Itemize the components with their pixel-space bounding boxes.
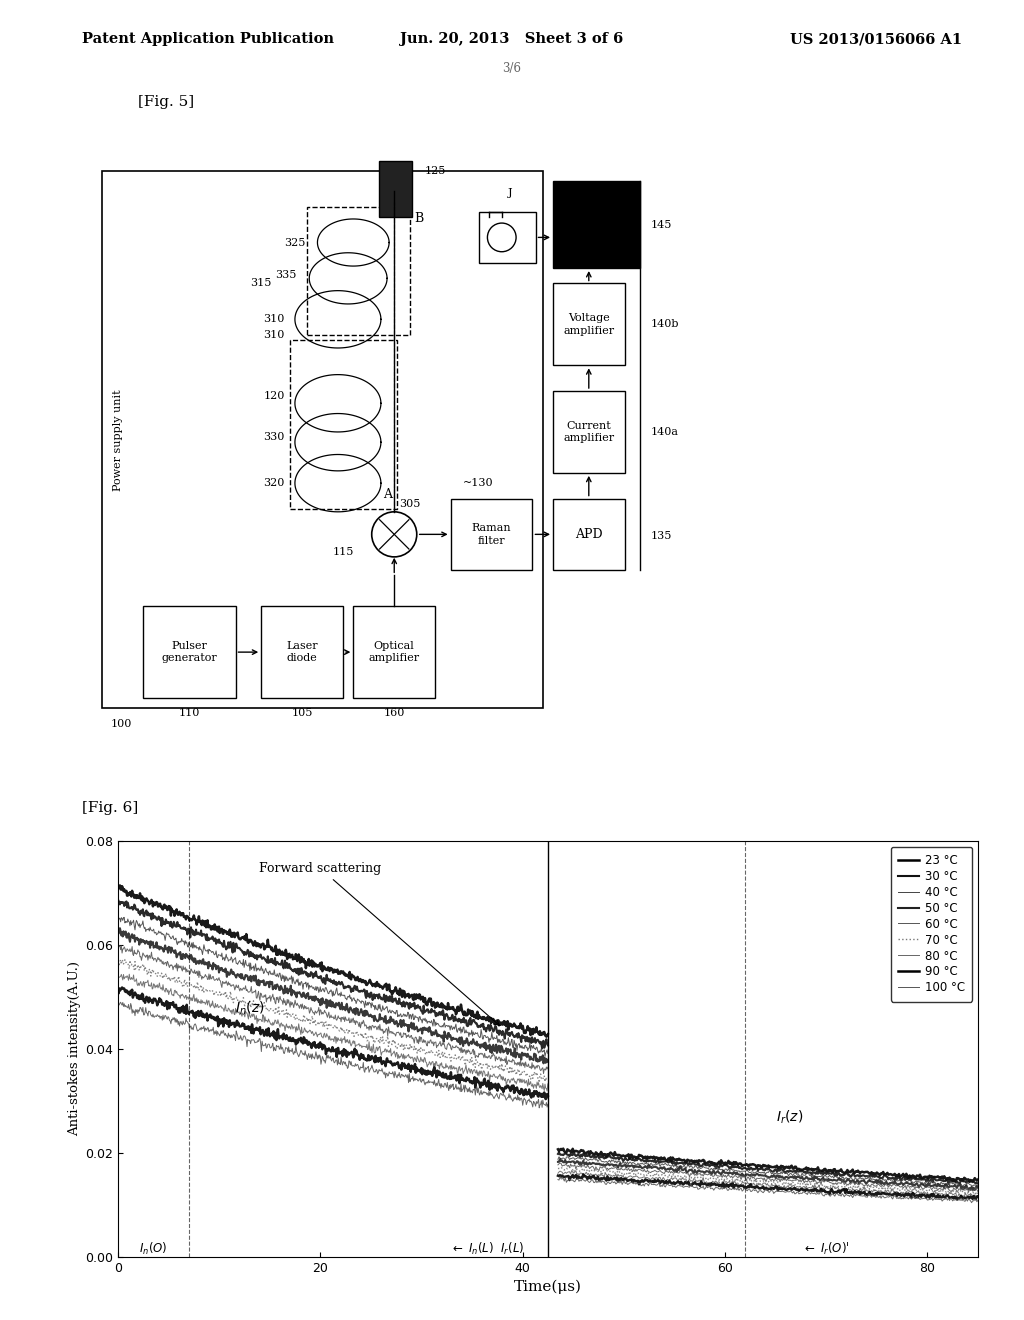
Text: US 2013/0156066 A1: US 2013/0156066 A1 bbox=[791, 32, 963, 46]
Text: Forward scattering: Forward scattering bbox=[259, 862, 500, 1026]
Text: 310: 310 bbox=[263, 314, 285, 325]
Text: B: B bbox=[415, 211, 424, 224]
Text: A: A bbox=[383, 487, 392, 500]
Text: 335: 335 bbox=[275, 271, 297, 280]
Bar bbox=[553, 391, 625, 473]
Text: Jun. 20, 2013   Sheet 3 of 6: Jun. 20, 2013 Sheet 3 of 6 bbox=[400, 32, 624, 46]
Bar bbox=[261, 606, 343, 698]
Text: 320: 320 bbox=[263, 478, 285, 488]
Text: 325: 325 bbox=[284, 238, 305, 248]
Text: $\leftarrow$ $I_n(L)$  $I_r(L)$: $\leftarrow$ $I_n(L)$ $I_r(L)$ bbox=[450, 1241, 524, 1257]
Bar bbox=[553, 499, 625, 570]
Bar bbox=[451, 499, 532, 570]
Text: 115: 115 bbox=[333, 546, 353, 557]
Text: J: J bbox=[508, 189, 512, 198]
Bar bbox=[479, 211, 536, 263]
Text: [Fig. 5]: [Fig. 5] bbox=[138, 95, 195, 110]
Text: Raman
filter: Raman filter bbox=[472, 523, 511, 545]
Text: $I_n(O)$: $I_n(O)$ bbox=[139, 1241, 167, 1257]
Text: 105: 105 bbox=[292, 709, 312, 718]
Text: Current
amplifier: Current amplifier bbox=[563, 421, 614, 444]
Y-axis label: Anti-stokes intensity(A.U.): Anti-stokes intensity(A.U.) bbox=[68, 961, 81, 1137]
Text: 120: 120 bbox=[263, 391, 285, 401]
Text: $\leftarrow$ $I_r(O)$': $\leftarrow$ $I_r(O)$' bbox=[802, 1241, 850, 1257]
Text: 145: 145 bbox=[650, 220, 672, 230]
Text: $\mathit{I_n(z)}$: $\mathit{I_n(z)}$ bbox=[234, 999, 264, 1016]
Bar bbox=[553, 181, 640, 268]
Text: 310: 310 bbox=[263, 330, 285, 339]
Text: 315: 315 bbox=[250, 279, 271, 289]
Text: 140a: 140a bbox=[650, 426, 678, 437]
Text: 135: 135 bbox=[650, 532, 672, 541]
X-axis label: Time(μs): Time(μs) bbox=[514, 1280, 582, 1295]
Bar bbox=[143, 606, 236, 698]
Text: Pulser
generator: Pulser generator bbox=[162, 642, 217, 664]
Text: 140b: 140b bbox=[650, 319, 679, 330]
Text: 125: 125 bbox=[425, 166, 446, 176]
Text: ~130: ~130 bbox=[463, 478, 494, 488]
Legend: 23 °C, 30 °C, 40 °C, 50 °C, 60 °C, 70 °C, 80 °C, 90 °C, 100 °C: 23 °C, 30 °C, 40 °C, 50 °C, 60 °C, 70 °C… bbox=[891, 846, 972, 1002]
Text: 110: 110 bbox=[179, 709, 200, 718]
Bar bbox=[553, 284, 625, 366]
Text: 3/6: 3/6 bbox=[503, 62, 521, 75]
Text: Laser
diode: Laser diode bbox=[287, 642, 317, 664]
Bar bbox=[353, 606, 435, 698]
Text: 100: 100 bbox=[111, 718, 132, 729]
Text: 305: 305 bbox=[399, 499, 421, 508]
Text: Power supply unit: Power supply unit bbox=[113, 389, 123, 491]
Text: 330: 330 bbox=[263, 432, 285, 442]
Text: Patent Application Publication: Patent Application Publication bbox=[82, 32, 334, 46]
Text: 160: 160 bbox=[384, 709, 404, 718]
Bar bbox=[102, 170, 543, 709]
Bar bbox=[290, 339, 397, 508]
Bar bbox=[379, 161, 412, 216]
Text: [Fig. 6]: [Fig. 6] bbox=[82, 801, 138, 816]
Text: APD: APD bbox=[575, 528, 602, 541]
Text: Voltage
amplifier: Voltage amplifier bbox=[563, 313, 614, 335]
Text: Optical
amplifier: Optical amplifier bbox=[369, 642, 420, 664]
Text: $\mathit{I_r(z)}$: $\mathit{I_r(z)}$ bbox=[775, 1109, 803, 1126]
Bar bbox=[307, 207, 410, 335]
